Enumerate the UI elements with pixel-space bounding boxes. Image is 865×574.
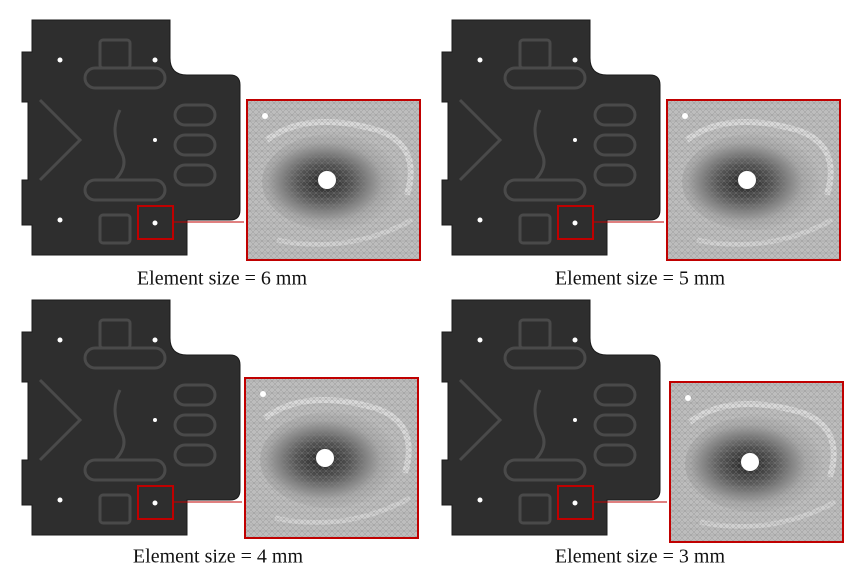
part-mesh xyxy=(20,18,242,257)
zoom-mesh xyxy=(670,382,843,542)
caption: Element size = 6 mm xyxy=(137,268,308,290)
part-mesh xyxy=(20,298,242,537)
zoom-mesh xyxy=(667,100,840,260)
mesh-panel: Element size = 6 mm xyxy=(20,18,420,290)
part-mesh xyxy=(440,298,662,537)
mesh-panel: Element size = 4 mm xyxy=(20,298,418,568)
caption: Element size = 5 mm xyxy=(555,268,726,290)
mesh-panel: Element size = 5 mm xyxy=(440,18,840,290)
caption: Element size = 4 mm xyxy=(133,546,304,568)
mesh-panel: Element size = 3 mm xyxy=(440,298,843,568)
caption: Element size = 3 mm xyxy=(555,546,726,568)
zoom-mesh xyxy=(247,100,420,260)
part-mesh xyxy=(440,18,662,257)
zoom-mesh xyxy=(245,378,418,538)
